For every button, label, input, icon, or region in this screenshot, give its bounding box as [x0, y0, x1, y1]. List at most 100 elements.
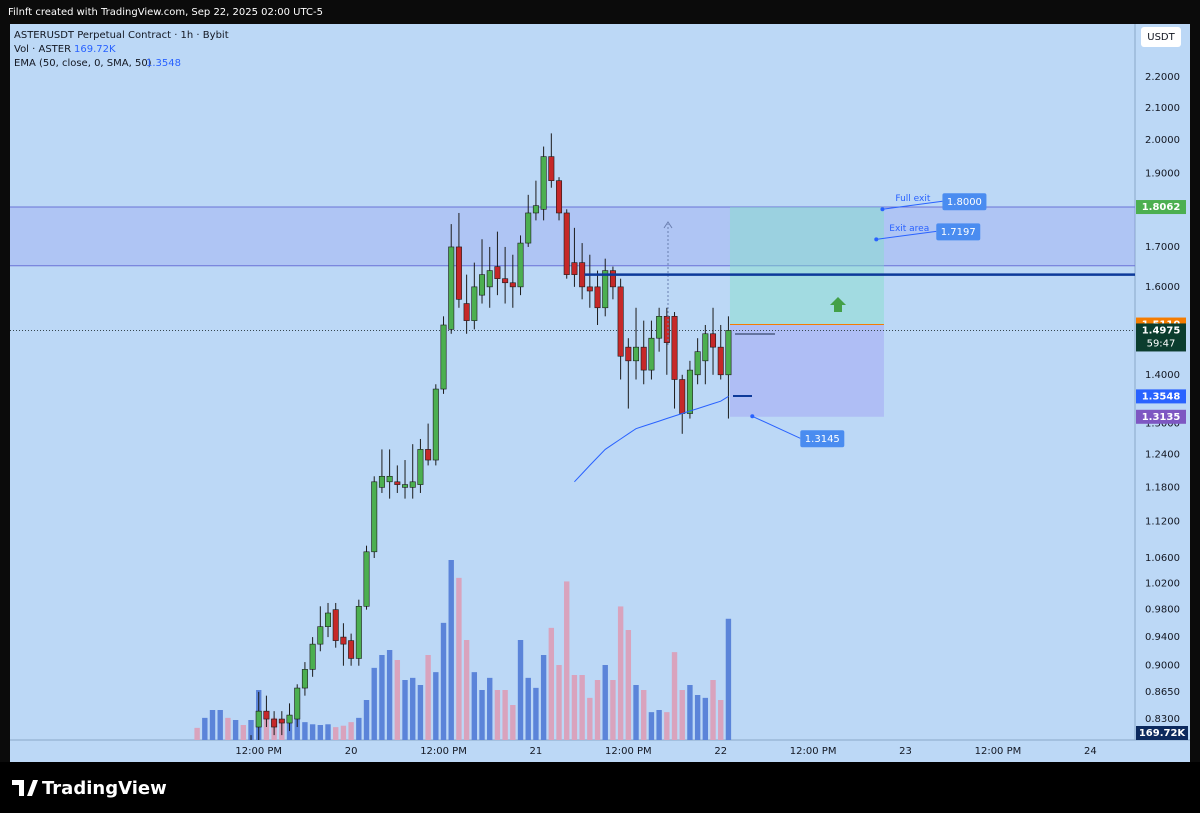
y-tick-label: 2.0000 [1145, 135, 1180, 146]
volume-bar [479, 690, 485, 740]
symbol-title: ASTERUSDT Perpetual Contract · 1h · Bybi… [14, 30, 229, 41]
candle-body [663, 316, 670, 343]
volume-bar [564, 581, 570, 740]
ema-line [574, 395, 729, 483]
volume-bar [240, 725, 247, 740]
volume-bar [263, 715, 270, 740]
annotation-box [936, 223, 981, 241]
price-tag [1136, 200, 1186, 215]
candle-body [348, 640, 355, 659]
candle-body [378, 475, 385, 488]
volume-bar [579, 675, 585, 740]
candle-body [394, 481, 401, 485]
candle-body [563, 212, 570, 275]
candle-body [602, 270, 609, 309]
logo [12, 780, 38, 796]
y-tick-label: 0.9000 [1145, 661, 1180, 672]
candle-body [571, 262, 578, 275]
annotation-box [800, 430, 845, 448]
price-tag-label: 1.3548 [1142, 391, 1181, 402]
volume-bar [410, 677, 416, 740]
candle-body [325, 612, 332, 627]
candle-body [648, 337, 655, 371]
x-tick-label: 12:00 PM [235, 746, 282, 757]
candle-body [448, 246, 455, 330]
candle-body [402, 484, 409, 488]
volume-tag-label: 169.72K [1139, 728, 1187, 739]
candle-body [532, 205, 539, 214]
candle-body [263, 710, 270, 720]
candle-body [671, 316, 678, 380]
volume-bar [648, 712, 655, 740]
volume-bar [302, 722, 308, 740]
volume-bar [340, 725, 347, 740]
price-tag-label: 1.4975 [1142, 325, 1181, 336]
candle-body [625, 346, 632, 362]
volume-legend-value: 169.72K [74, 44, 116, 55]
candle-body [556, 180, 563, 214]
x-tick-label: 12:00 PM [790, 746, 837, 757]
y-tick-label: 1.4000 [1145, 370, 1180, 381]
volume-bar [440, 622, 447, 740]
attribution: Filnft created with TradingView.com, Sep… [8, 7, 323, 18]
candle-body [633, 346, 640, 362]
volume-bar [456, 577, 462, 740]
candle-body [548, 156, 555, 181]
y-tick-label: 0.9800 [1145, 605, 1180, 616]
volume-bar [217, 710, 223, 740]
ema-legend-value: 1.3548 [146, 58, 181, 69]
volume-bar [394, 660, 401, 740]
candle-body [656, 316, 663, 339]
volume-bar [348, 722, 354, 740]
candle-body [586, 286, 593, 292]
price-tag-label: 1.3135 [1142, 412, 1181, 423]
volume-bar [448, 560, 454, 740]
volume-bar [602, 665, 608, 740]
chart-bg [10, 24, 1190, 762]
volume-bar [402, 680, 408, 740]
x-tick-label: 21 [530, 746, 543, 757]
volume-bar [533, 687, 539, 740]
volume-bar [525, 677, 531, 740]
volume-bar [417, 685, 424, 740]
volume-bar [718, 700, 724, 740]
candle-body [425, 449, 432, 461]
volume-bar [548, 627, 555, 740]
annotation-box [942, 193, 987, 211]
x-tick-label: 22 [714, 746, 727, 757]
volume-bar [671, 652, 678, 740]
annotation-text: Exit area [889, 224, 929, 234]
y-tick-label: 1.0600 [1145, 553, 1180, 564]
volume-tag [1136, 726, 1188, 740]
volume-bar [463, 640, 470, 740]
y-tick-label: 0.9400 [1145, 632, 1180, 643]
volume-bar [571, 675, 578, 740]
volume-bar [517, 640, 524, 740]
ema-legend: EMA (50, close, 0, SMA, 50) [14, 58, 152, 69]
volume-bar [656, 710, 662, 740]
candle-body [725, 330, 732, 376]
volume-bar [425, 655, 431, 740]
volume-bar [687, 685, 693, 740]
volume-bar [363, 700, 370, 740]
volume-bar [487, 677, 493, 740]
y-tick-label: 1.6000 [1145, 282, 1180, 293]
brand: TradingView [42, 778, 167, 799]
candle-body [455, 246, 462, 300]
candle-body [679, 379, 686, 414]
candle-body [386, 475, 393, 483]
x-tick-label: 12:00 PM [605, 746, 652, 757]
candle-body [717, 346, 724, 376]
volume-bar [356, 717, 362, 740]
x-tick-label: 20 [345, 746, 358, 757]
candle-body [694, 351, 701, 376]
price-tag [1136, 409, 1186, 424]
volume-bar [325, 724, 331, 740]
volume-bar [625, 630, 632, 740]
candle-body [494, 266, 501, 279]
volume-bar [594, 680, 601, 740]
candle-body [363, 551, 370, 607]
candle-body [294, 687, 301, 720]
y-tick-label: 0.8650 [1145, 687, 1180, 698]
